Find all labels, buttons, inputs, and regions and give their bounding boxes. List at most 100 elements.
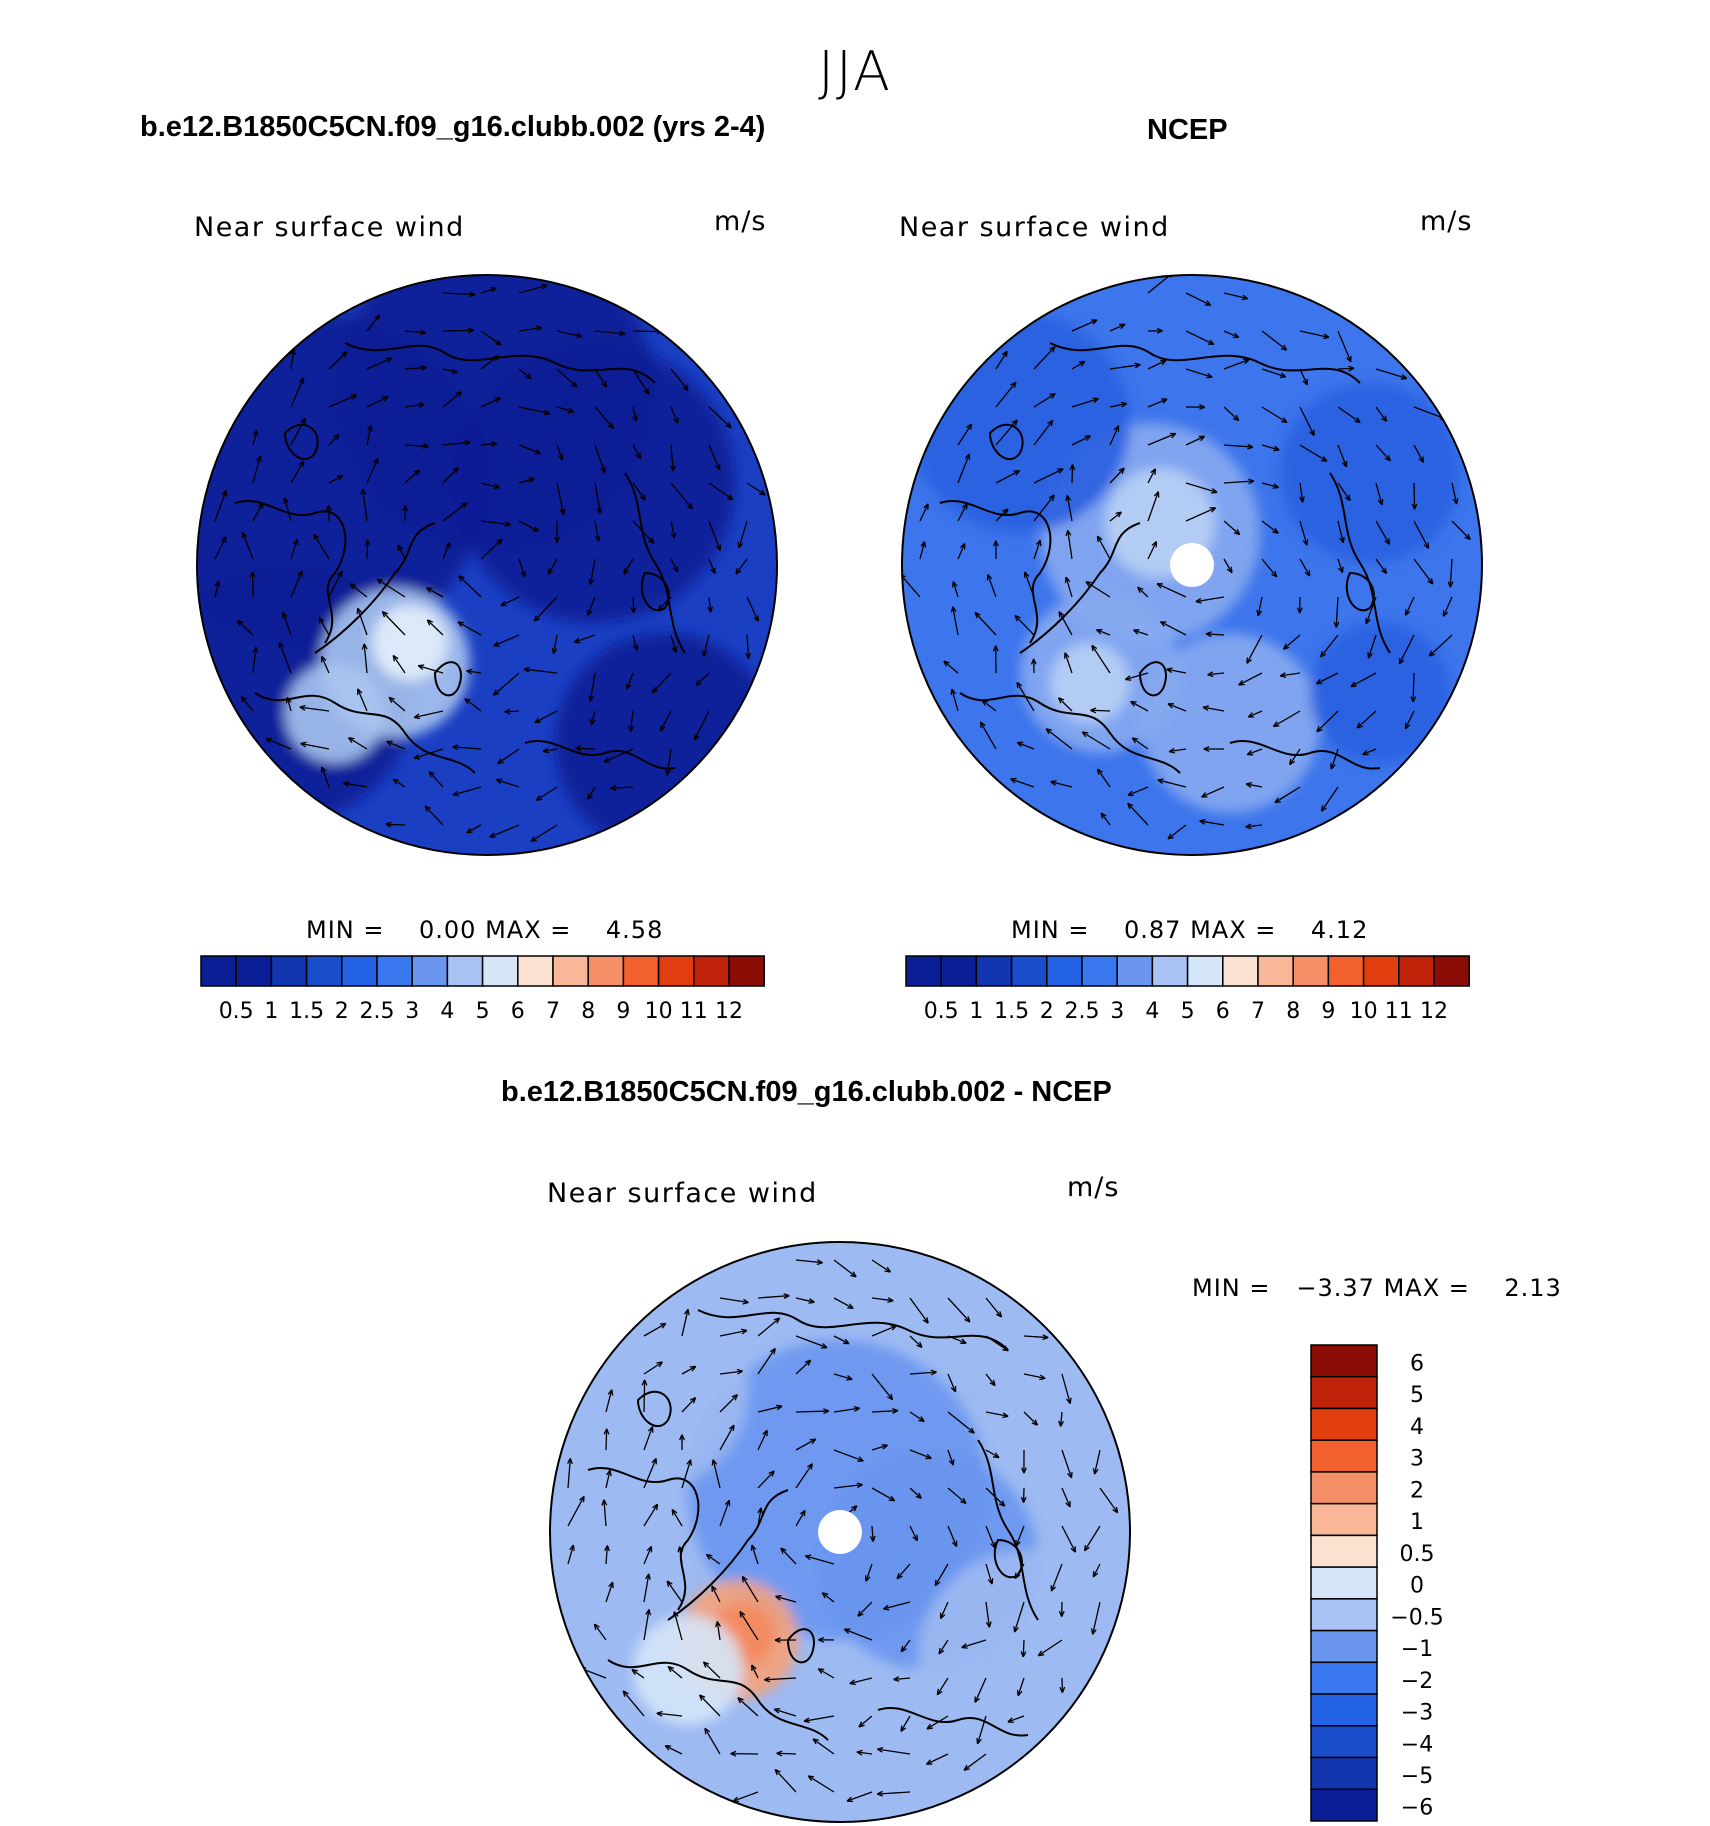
wind-vector bbox=[320, 655, 330, 674]
colorbar-tick-label: 10 bbox=[645, 999, 673, 1024]
coastline bbox=[254, 692, 476, 774]
wind-vector bbox=[1071, 435, 1092, 446]
wind-vector bbox=[1299, 558, 1311, 577]
wind-vector bbox=[833, 1259, 857, 1278]
wind-vector bbox=[504, 708, 520, 715]
diff-min-value: −3.37 bbox=[1296, 1274, 1375, 1302]
wind-vector bbox=[386, 740, 406, 750]
wind-vector bbox=[871, 1297, 894, 1303]
colorbar-tick-label: 0.5 bbox=[219, 999, 254, 1024]
wind-vector bbox=[643, 1503, 659, 1527]
coastline bbox=[283, 423, 319, 461]
wind-vector bbox=[214, 489, 228, 522]
ncep-max-value: 4.12 bbox=[1310, 916, 1369, 944]
wind-vector bbox=[1246, 748, 1263, 756]
wind-vector bbox=[252, 455, 262, 484]
colorbar-swatch bbox=[1310, 1534, 1378, 1568]
wind-vector bbox=[739, 1610, 759, 1641]
wind-vector bbox=[643, 1361, 663, 1375]
wind-vector bbox=[1071, 360, 1086, 370]
wind-vector bbox=[1261, 444, 1280, 452]
coastline bbox=[667, 1489, 789, 1621]
wind-vector bbox=[1109, 467, 1125, 484]
wind-vector bbox=[325, 504, 332, 522]
coastline bbox=[1019, 522, 1141, 654]
wind-vector bbox=[817, 1668, 835, 1679]
colorbar-tick-label: 8 bbox=[1286, 999, 1300, 1024]
wind-vector bbox=[775, 1594, 797, 1603]
wind-vector bbox=[795, 1297, 815, 1304]
wind-vector bbox=[1010, 777, 1035, 788]
wind-vector bbox=[745, 634, 752, 660]
wind-vector bbox=[1069, 464, 1076, 484]
wind-vector bbox=[957, 543, 966, 560]
coastline bbox=[1329, 472, 1391, 654]
wind-vector bbox=[939, 1601, 949, 1620]
wind-vector bbox=[1362, 748, 1377, 756]
wind-vector bbox=[1185, 330, 1215, 346]
ncep-variable-label: Near surface wind bbox=[899, 212, 1170, 243]
colorbar-tick-label: 3 bbox=[1110, 999, 1124, 1024]
colorbar-tick-label: 12 bbox=[715, 999, 743, 1024]
colorbar-tick-label: 0 bbox=[1410, 1574, 1424, 1599]
wind-vector bbox=[1404, 596, 1415, 616]
wind-vector bbox=[457, 621, 482, 636]
model-minmax: MIN = 0.00 MAX = 4.58 bbox=[306, 916, 663, 944]
wind-vector bbox=[1033, 468, 1064, 484]
wind-vector bbox=[575, 745, 596, 752]
wind-vector bbox=[876, 1746, 911, 1755]
wind-vector bbox=[1299, 406, 1315, 437]
wind-vector bbox=[605, 1469, 612, 1489]
colorbar-swatch bbox=[1398, 955, 1435, 987]
wind-vector bbox=[442, 502, 468, 522]
wind-vector bbox=[925, 1753, 949, 1765]
wind-vector bbox=[567, 1457, 573, 1489]
wind-vector bbox=[995, 381, 1017, 408]
wind-vector bbox=[938, 1639, 949, 1655]
colorbar-tick-label: 4 bbox=[1145, 999, 1159, 1024]
wind-vector bbox=[957, 503, 968, 522]
wind-vector bbox=[1058, 1411, 1065, 1427]
colorbar-tick-label: 10 bbox=[1350, 999, 1378, 1024]
wind-vector bbox=[1199, 818, 1225, 826]
colorbar-tick-label: −4 bbox=[1401, 1732, 1433, 1757]
colorbar-tick-label: 6 bbox=[1410, 1351, 1424, 1376]
colorbar-swatch bbox=[657, 955, 695, 987]
wind-vector bbox=[283, 497, 292, 522]
wind-vector bbox=[774, 1637, 797, 1644]
wind-vector bbox=[992, 540, 999, 560]
wind-vector bbox=[556, 444, 564, 461]
wind-vector bbox=[900, 1639, 911, 1653]
wind-vector bbox=[737, 1697, 759, 1717]
wind-vector bbox=[299, 704, 330, 712]
wind-vector bbox=[1261, 482, 1280, 489]
wind-vector bbox=[594, 330, 626, 337]
wind-vector bbox=[804, 1554, 835, 1565]
wind-vector bbox=[985, 1373, 996, 1387]
wind-vector bbox=[385, 821, 406, 828]
wind-vector bbox=[1059, 1677, 1066, 1693]
wind-vector bbox=[492, 672, 520, 696]
wind-vector bbox=[1159, 621, 1187, 636]
wind-vector bbox=[705, 1553, 721, 1565]
wind-vector bbox=[985, 1411, 1009, 1419]
wind-vector bbox=[1085, 581, 1111, 598]
wind-vector bbox=[812, 1738, 835, 1755]
wind-vector bbox=[643, 1573, 651, 1603]
wind-vector bbox=[480, 520, 511, 527]
wind-vector bbox=[480, 355, 500, 370]
wind-vector bbox=[551, 634, 558, 654]
wind-vector bbox=[630, 596, 637, 614]
wind-vector bbox=[670, 368, 689, 392]
wind-vector bbox=[556, 482, 566, 515]
diff-max-value: 2.13 bbox=[1504, 1274, 1562, 1302]
wind-vector bbox=[586, 596, 596, 616]
wind-vector bbox=[493, 634, 520, 647]
wind-vector bbox=[1023, 571, 1035, 598]
wind-vector bbox=[1451, 520, 1471, 541]
wind-vector bbox=[622, 1690, 645, 1717]
wind-vector bbox=[708, 558, 716, 575]
wind-vector bbox=[957, 453, 971, 484]
wind-vector bbox=[681, 1459, 692, 1489]
wind-vector bbox=[534, 710, 558, 724]
